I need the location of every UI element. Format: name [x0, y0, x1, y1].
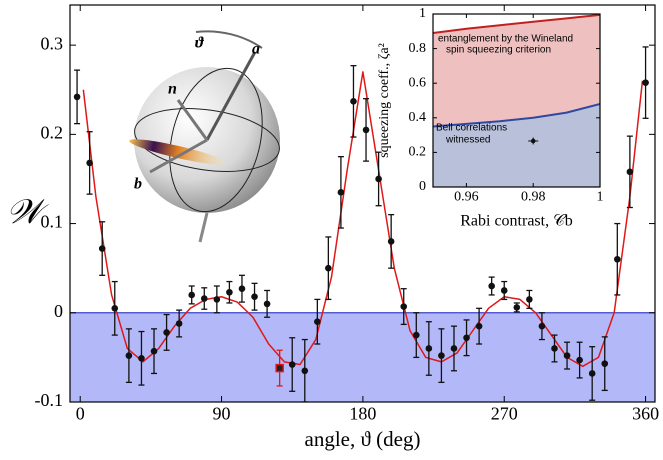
data-point [626, 168, 634, 176]
vector-a [205, 51, 257, 141]
data-point [263, 300, 271, 308]
data-point [475, 322, 483, 330]
fit-curve [82, 71, 644, 368]
data-point [98, 245, 106, 252]
annotation: Bell correlations [436, 123, 507, 134]
data-point [226, 288, 233, 296]
annotation: spin squeezing criterion [446, 45, 551, 56]
area-boundary [433, 102, 600, 128]
data-point [463, 334, 470, 342]
vector-b [149, 138, 208, 174]
area-boundary [433, 14, 600, 35]
data-point [387, 238, 395, 245]
squeezed-state [129, 139, 227, 165]
data-point [163, 329, 170, 336]
data-point [530, 138, 536, 144]
plot-frame [432, 13, 601, 188]
x-tick-label: 0.98 [521, 190, 546, 205]
data-point [275, 363, 284, 373]
y-tick-label: 0 [54, 301, 63, 321]
data-point [601, 360, 609, 367]
data-point [337, 189, 345, 196]
negative-region [70, 312, 655, 402]
data-point [450, 345, 458, 352]
data-point [488, 282, 495, 290]
x-axis-label: Rabi contrast, 𝒞b [460, 213, 573, 230]
data-point [551, 345, 558, 352]
sphere-illustration: ϑ a n b [129, 30, 280, 243]
y-tick-label: 0.6 [409, 75, 427, 90]
data-point [526, 296, 533, 303]
meridian [169, 67, 263, 213]
angle-arc [195, 30, 263, 49]
y-tick-label: 0.8 [409, 41, 427, 56]
data-point [513, 304, 521, 311]
x-tick-label: 0.96 [454, 190, 479, 205]
annotation: witnessed [445, 135, 490, 146]
y-tick-label: 0 [419, 179, 426, 194]
x-tick-label: 90 [213, 404, 231, 424]
data-point [588, 370, 596, 377]
data-point [86, 159, 93, 167]
data-point [111, 305, 119, 312]
x-tick-label: 0 [76, 404, 85, 424]
data-point [538, 322, 546, 330]
data-point [563, 352, 571, 359]
plot-area [70, 46, 655, 402]
data-point [251, 293, 258, 301]
label: b [134, 176, 142, 193]
x-tick-label: 270 [491, 404, 518, 424]
x-tick-label: 180 [349, 404, 376, 424]
data-point [425, 345, 433, 352]
data-point [642, 79, 649, 86]
data-point [362, 126, 370, 134]
equator [134, 108, 280, 172]
x-tick-label: 1 [597, 190, 604, 205]
data-point [412, 331, 420, 339]
data-point [301, 367, 309, 375]
data-point [375, 175, 382, 183]
label: ϑ [195, 35, 205, 52]
data-point [350, 98, 357, 105]
data-point [500, 287, 508, 294]
y-tick-label: 0.1 [41, 212, 64, 232]
data-point [150, 347, 158, 355]
label: a [252, 41, 260, 58]
y-tick-label: -0.1 [35, 390, 64, 410]
data-point [175, 320, 183, 327]
y-tick-label: 1 [419, 6, 426, 21]
data-point [576, 356, 583, 364]
axis-bottom [198, 212, 209, 243]
label: n [168, 81, 177, 98]
data-point [138, 354, 145, 362]
data-point [213, 296, 221, 303]
data-point [125, 352, 133, 359]
data-point [325, 264, 332, 272]
y-tick-label: 0.3 [41, 33, 64, 53]
area-fill [433, 103, 600, 187]
data-point [400, 303, 408, 310]
data-point [614, 255, 621, 263]
y-axis-label: squeezing coeff., ζa² [377, 43, 392, 158]
y-tick-label: 0.4 [409, 110, 427, 125]
data-point [200, 295, 208, 302]
y-tick-label: 0.2 [409, 145, 427, 160]
y-tick-label: 0.2 [41, 122, 64, 142]
plot-area [433, 14, 600, 187]
x-tick-label: 360 [632, 404, 659, 424]
data-point [314, 318, 321, 326]
data-point [238, 285, 246, 292]
x-axis-label: angle, ϑ (deg) [305, 427, 421, 451]
vector-n [176, 99, 209, 141]
annotation: entanglement by the Wineland [438, 34, 573, 45]
data-point [438, 352, 445, 359]
data-point [73, 93, 81, 101]
data-point [288, 361, 296, 368]
data-point [188, 291, 196, 299]
